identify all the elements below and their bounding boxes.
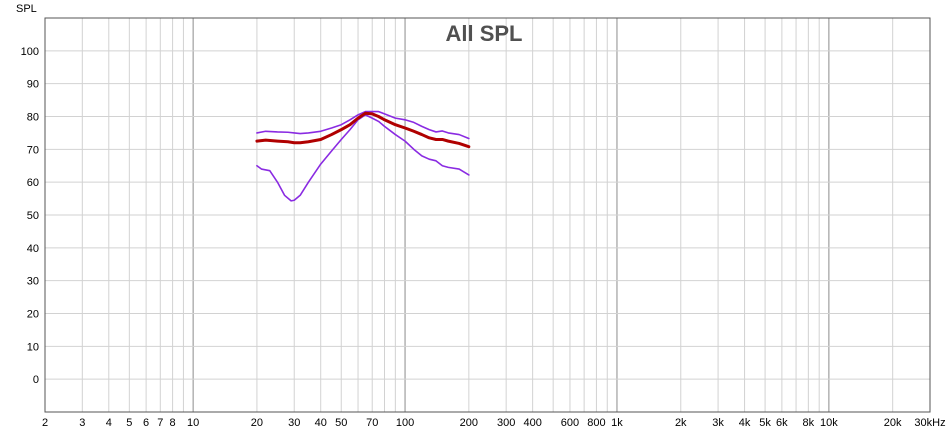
x-tick-label: 30 <box>288 417 300 429</box>
y-tick-label: 30 <box>27 276 39 288</box>
x-axis-ticks: 2 3 4 5 6 7 8 10 20 30 40 50 70 100 200 300 400 600 800 1k 2… <box>42 417 946 429</box>
x-tick-label: 10 <box>187 417 199 429</box>
y-axis-label: SPL <box>16 3 37 15</box>
x-tick-label: 40 <box>315 417 327 429</box>
series-lines <box>255 110 471 202</box>
y-tick-label: 20 <box>27 309 39 321</box>
y-tick-label: 60 <box>27 177 39 189</box>
x-tick-label: 4k <box>739 417 751 429</box>
x-tick-label: 70 <box>366 417 378 429</box>
y-tick-label: 100 <box>21 46 39 58</box>
x-tick-label: 600 <box>561 417 579 429</box>
x-tick-label: 300 <box>497 417 515 429</box>
x-tick-label: 5k <box>759 417 771 429</box>
x-tick-label: 100 <box>396 417 414 429</box>
x-tick-label: 20 <box>251 417 263 429</box>
x-tick-label: 200 <box>460 417 478 429</box>
x-tick-label: 30kHz <box>914 417 945 429</box>
x-tick-label: 1k <box>611 417 623 429</box>
y-tick-label: 0 <box>33 374 39 386</box>
chart-title: All SPL <box>445 21 522 46</box>
x-tick-label: 10k <box>820 417 838 429</box>
y-tick-label: 10 <box>27 341 39 353</box>
series-line-3 <box>255 111 471 149</box>
x-tick-label: 3k <box>712 417 724 429</box>
y-tick-label: 80 <box>27 112 39 124</box>
y-tick-label: 40 <box>27 243 39 255</box>
x-tick-label: 2 <box>42 417 48 429</box>
x-tick-label: 6k <box>776 417 788 429</box>
x-tick-label: 20k <box>884 417 902 429</box>
x-tick-label: 8 <box>170 417 176 429</box>
x-tick-label: 6 <box>143 417 149 429</box>
y-tick-label: 50 <box>27 210 39 222</box>
x-tick-label: 50 <box>335 417 347 429</box>
x-tick-label: 7 <box>157 417 163 429</box>
x-tick-label: 800 <box>587 417 605 429</box>
y-tick-label: 70 <box>27 144 39 156</box>
x-tick-label: 5 <box>126 417 132 429</box>
x-tick-label: 4 <box>106 417 112 429</box>
x-tick-label: 8k <box>803 417 815 429</box>
x-tick-label: 2k <box>675 417 687 429</box>
series-line-1 <box>256 110 470 140</box>
y-tick-label: 90 <box>27 79 39 91</box>
plot-border <box>44 17 931 413</box>
x-tick-label: 3 <box>79 417 85 429</box>
y-axis-ticks: 0 10 20 30 40 50 60 70 80 90 100 <box>21 46 39 386</box>
x-tick-label: 400 <box>523 417 541 429</box>
